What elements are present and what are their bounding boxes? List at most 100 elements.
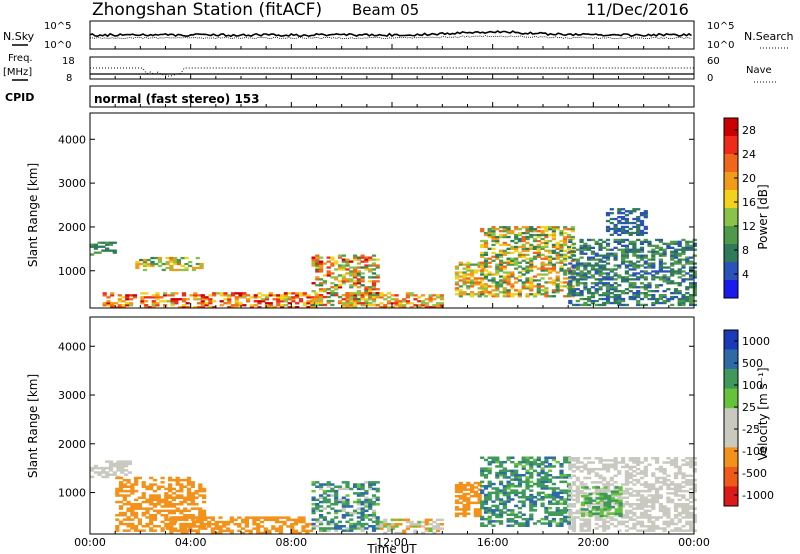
velocity-cell bbox=[122, 518, 127, 521]
power-cell bbox=[185, 298, 190, 301]
velocity-cell bbox=[566, 482, 572, 486]
velocity-cell bbox=[670, 529, 675, 532]
power-cell bbox=[609, 268, 614, 271]
velocity-cell bbox=[521, 513, 526, 516]
power-cell bbox=[628, 231, 633, 235]
velocity-cell bbox=[529, 480, 534, 484]
velocity-cell bbox=[602, 476, 607, 480]
velocity-cell bbox=[628, 472, 633, 475]
power-cell bbox=[692, 266, 697, 269]
power-cell bbox=[360, 284, 365, 287]
power-cell bbox=[540, 241, 545, 245]
power-cell bbox=[689, 282, 694, 285]
power-cell bbox=[559, 239, 564, 243]
velocity-cell bbox=[252, 527, 257, 530]
power-cell bbox=[506, 289, 511, 292]
velocity-colorbar-swatch bbox=[724, 408, 738, 429]
power-cell bbox=[341, 294, 346, 297]
velocity-cell bbox=[559, 471, 564, 475]
velocity-cell bbox=[315, 525, 320, 528]
velocity-cell bbox=[171, 498, 176, 502]
velocity-cell bbox=[176, 518, 181, 522]
velocity-cell bbox=[610, 499, 616, 502]
power-cell bbox=[506, 281, 511, 284]
velocity-cell bbox=[639, 496, 645, 499]
velocity-cell bbox=[375, 498, 380, 502]
velocity-cell bbox=[487, 460, 492, 464]
velocity-cell bbox=[592, 486, 597, 489]
power-cell bbox=[551, 249, 556, 252]
power-cell bbox=[483, 265, 489, 268]
velocity-cell bbox=[326, 489, 331, 493]
velocity-cell bbox=[225, 527, 231, 530]
velocity-cell bbox=[180, 531, 185, 535]
power-cell bbox=[234, 306, 239, 309]
velocity-cell bbox=[141, 492, 146, 495]
velocity-cell bbox=[525, 458, 530, 462]
velocity-cell bbox=[677, 518, 682, 521]
velocity-cell bbox=[613, 463, 618, 466]
velocity-colorbar-swatch bbox=[724, 427, 738, 448]
power-cell bbox=[298, 292, 304, 295]
power-cell bbox=[655, 284, 660, 287]
power-cell bbox=[356, 290, 361, 293]
power-cell bbox=[105, 249, 110, 252]
velocity-cell bbox=[559, 480, 564, 484]
velocity-cell bbox=[624, 514, 629, 517]
power-cell bbox=[583, 276, 588, 279]
power-cell bbox=[517, 245, 522, 249]
power-cell bbox=[590, 238, 595, 242]
power-cell bbox=[636, 278, 641, 281]
velocity-cell bbox=[568, 509, 573, 513]
velocity-cell bbox=[334, 525, 339, 528]
velocity-cell bbox=[609, 518, 614, 521]
power-cell bbox=[480, 261, 485, 264]
velocity-cell bbox=[605, 481, 611, 484]
velocity-cell bbox=[134, 525, 139, 528]
velocity-cell bbox=[677, 514, 682, 517]
power-cell bbox=[536, 273, 541, 276]
power-cell bbox=[353, 258, 358, 261]
velocity-cell bbox=[179, 485, 184, 488]
power-cell bbox=[97, 245, 102, 248]
velocity-cell bbox=[164, 492, 169, 495]
power-cell bbox=[514, 237, 519, 241]
power-cell bbox=[605, 258, 611, 261]
velocity-cell bbox=[495, 496, 500, 499]
velocity-colorbar-tick-label: 25 bbox=[742, 401, 756, 414]
velocity-cell bbox=[662, 478, 667, 482]
velocity-cell bbox=[120, 469, 125, 472]
power-cell bbox=[517, 255, 522, 258]
velocity-heatmap bbox=[90, 456, 697, 535]
velocity-cell bbox=[617, 489, 622, 493]
power-cell bbox=[594, 240, 599, 243]
velocity-cell bbox=[603, 506, 608, 509]
power-cell bbox=[398, 304, 403, 307]
velocity-cell bbox=[571, 459, 577, 462]
velocity-cell bbox=[602, 478, 607, 482]
velocity-cell bbox=[345, 485, 350, 488]
velocity-cell bbox=[115, 500, 120, 504]
power-cell bbox=[315, 254, 320, 257]
power-cell bbox=[609, 278, 614, 281]
velocity-cell bbox=[632, 522, 637, 526]
velocity-cell bbox=[168, 511, 173, 515]
velocity-cell bbox=[559, 476, 564, 479]
velocity-cell bbox=[655, 457, 660, 460]
power-cell bbox=[666, 266, 671, 269]
power-ytick-label: 1000 bbox=[58, 265, 86, 278]
power-cell bbox=[487, 257, 492, 260]
power-cell bbox=[563, 257, 568, 260]
velocity-cell bbox=[315, 481, 320, 484]
velocity-cell bbox=[229, 518, 234, 522]
power-cell bbox=[283, 294, 288, 297]
velocity-cell bbox=[624, 520, 629, 524]
velocity-cell bbox=[383, 531, 388, 535]
velocity-cell bbox=[473, 512, 478, 515]
power-cell bbox=[570, 285, 575, 288]
velocity-cell bbox=[517, 476, 522, 479]
velocity-cell bbox=[194, 492, 199, 495]
velocity-cell bbox=[673, 514, 679, 517]
velocity-cell bbox=[594, 457, 599, 460]
velocity-cell bbox=[614, 508, 619, 511]
